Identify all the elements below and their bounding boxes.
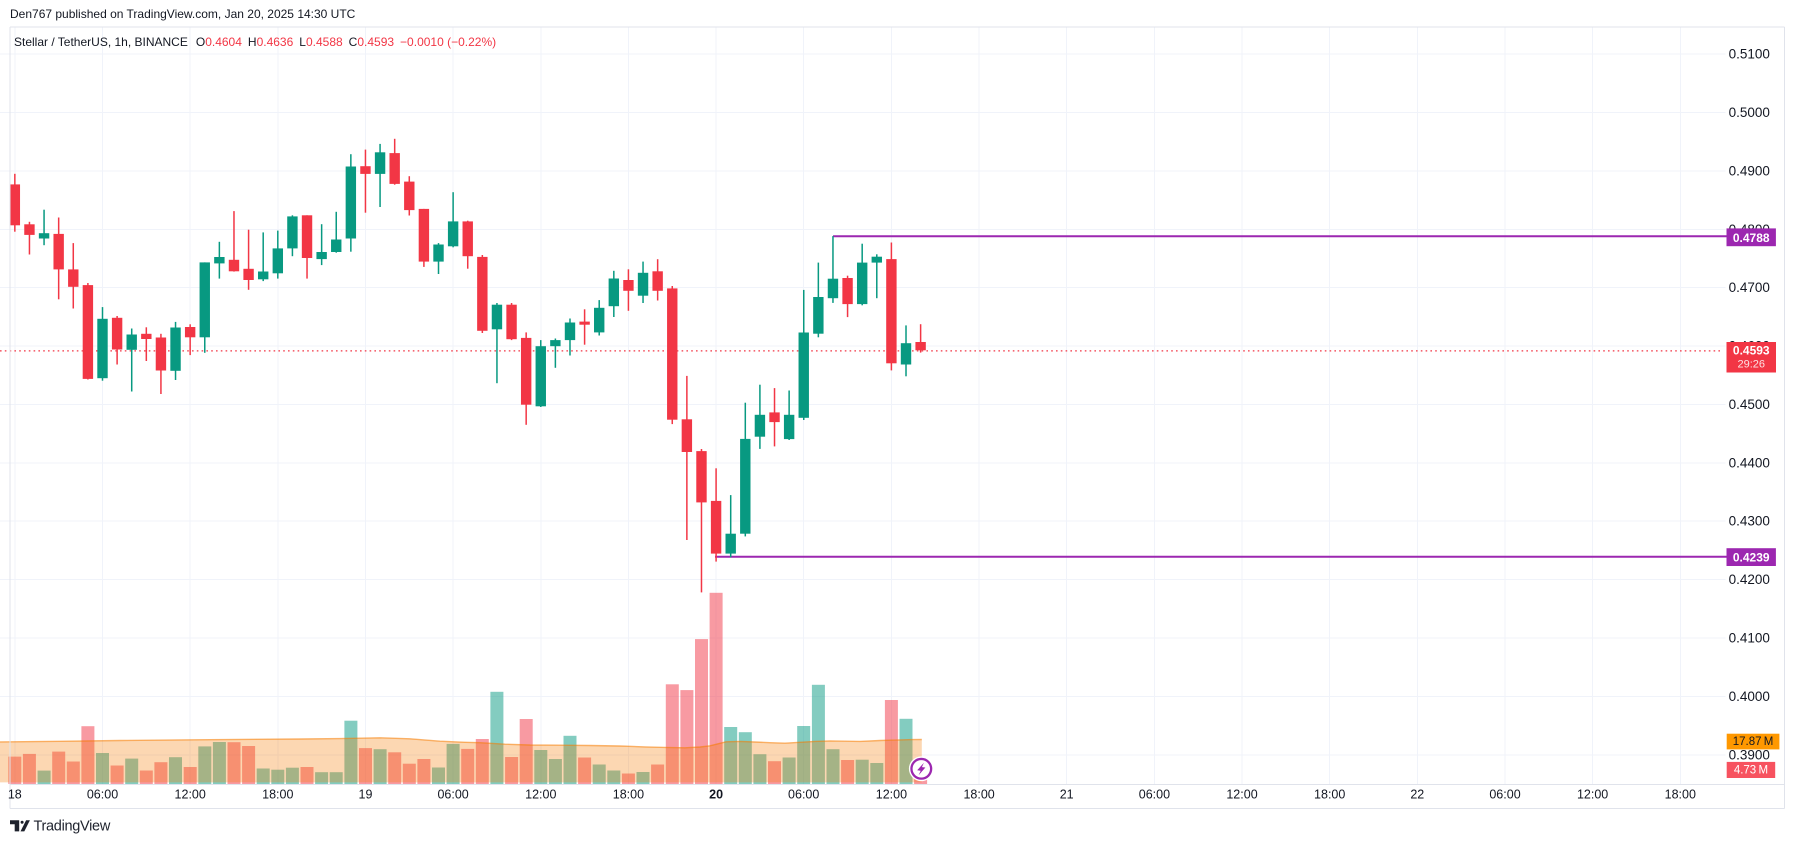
svg-text:29:26: 29:26 — [1737, 359, 1765, 371]
svg-text:12:00: 12:00 — [1226, 788, 1257, 802]
svg-text:21: 21 — [1060, 788, 1074, 802]
svg-text:0.5000: 0.5000 — [1729, 105, 1770, 120]
svg-text:18:00: 18:00 — [963, 788, 994, 802]
svg-text:0.4500: 0.4500 — [1729, 397, 1770, 412]
svg-text:18:00: 18:00 — [262, 788, 293, 802]
svg-text:19: 19 — [359, 788, 373, 802]
svg-text:TradingView: TradingView — [34, 818, 111, 834]
svg-text:0.4200: 0.4200 — [1729, 572, 1770, 587]
svg-text:0.4300: 0.4300 — [1729, 514, 1770, 529]
svg-text:20: 20 — [709, 788, 723, 802]
svg-text:0.4700: 0.4700 — [1729, 280, 1770, 295]
svg-text:06:00: 06:00 — [437, 788, 468, 802]
svg-text:06:00: 06:00 — [788, 788, 819, 802]
svg-text:06:00: 06:00 — [1489, 788, 1520, 802]
svg-text:12:00: 12:00 — [1577, 788, 1608, 802]
svg-text:18:00: 18:00 — [1314, 788, 1345, 802]
svg-text:12:00: 12:00 — [175, 788, 206, 802]
svg-text:4.73 M: 4.73 M — [1734, 764, 1768, 776]
svg-text:0.3900: 0.3900 — [1729, 747, 1770, 762]
svg-text:Stellar / TetherUS, 1h, BINANC: Stellar / TetherUS, 1h, BINANCE O0.4604 H0… — [14, 35, 496, 49]
svg-text:17.87 M: 17.87 M — [1733, 736, 1774, 748]
svg-text:18: 18 — [8, 788, 22, 802]
svg-text:0.4788: 0.4788 — [1733, 231, 1770, 245]
svg-text:18:00: 18:00 — [613, 788, 644, 802]
svg-text:06:00: 06:00 — [1139, 788, 1170, 802]
svg-text:12:00: 12:00 — [876, 788, 907, 802]
svg-text:0.4100: 0.4100 — [1729, 631, 1770, 646]
svg-text:0.4239: 0.4239 — [1733, 551, 1770, 565]
svg-text:0.4900: 0.4900 — [1729, 164, 1770, 179]
svg-text:0.4000: 0.4000 — [1729, 689, 1770, 704]
svg-text:06:00: 06:00 — [87, 788, 118, 802]
svg-text:0.4593: 0.4593 — [1733, 344, 1770, 358]
svg-text:0.4400: 0.4400 — [1729, 455, 1770, 470]
svg-text:12:00: 12:00 — [525, 788, 556, 802]
svg-text:Den767 published on TradingVie: Den767 published on TradingView.com, Jan… — [10, 7, 356, 21]
svg-text:22: 22 — [1410, 788, 1424, 802]
svg-text:18:00: 18:00 — [1665, 788, 1696, 802]
svg-text:0.5100: 0.5100 — [1729, 47, 1770, 62]
